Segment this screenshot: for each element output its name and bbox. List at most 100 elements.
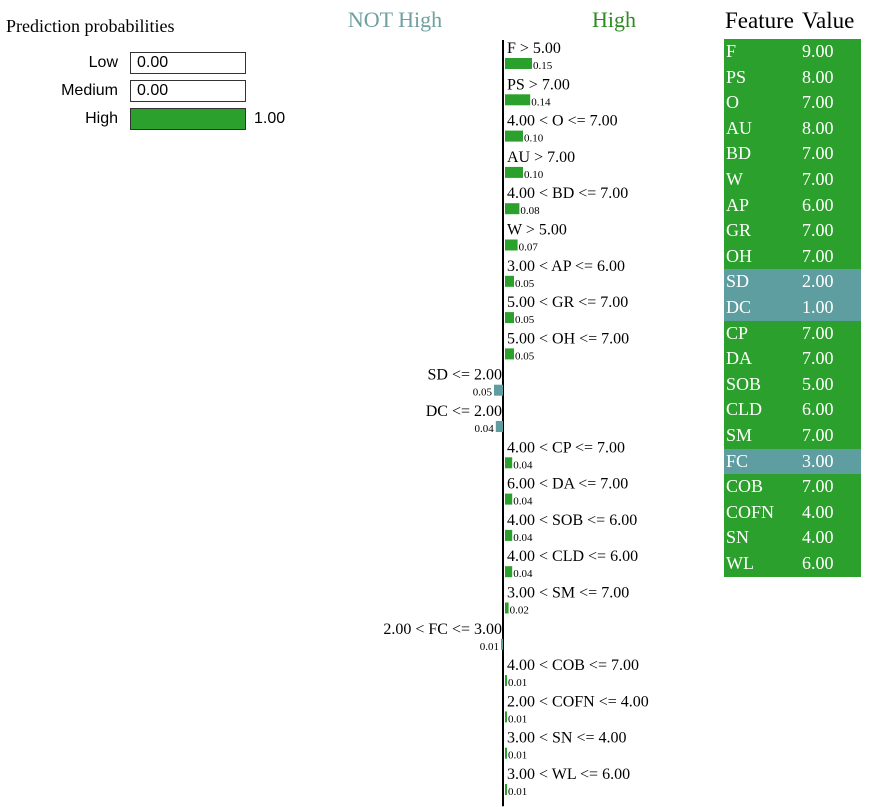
feature-bar-group: 4.00 < COB <= 7.00 0.01 xyxy=(505,657,639,689)
feature-bar-group: 5.00 < OH <= 7.00 0.05 xyxy=(505,330,629,362)
probability-label: High xyxy=(85,110,118,127)
feature-bar-group: SD <= 2.00 0.05 xyxy=(428,367,503,399)
feature-value-cell: 5.00 xyxy=(802,373,834,394)
feature-condition-label: 3.00 < SM <= 7.00 xyxy=(507,585,629,602)
feature-bar-group: W > 5.00 0.07 xyxy=(505,222,567,254)
feature-table-row: O 7.00 xyxy=(724,90,861,116)
feature-weight-value: 0.08 xyxy=(520,205,540,217)
positive-class-header: High xyxy=(592,7,636,32)
feature-weight-bar xyxy=(505,457,513,469)
feature-weight-bar xyxy=(505,130,523,142)
feature-table-row: WL 6.00 xyxy=(724,551,861,577)
feature-bar-group: 3.00 < WL <= 6.00 0.01 xyxy=(505,766,630,798)
feature-name-cell: CLD xyxy=(726,399,762,420)
feature-weight-bar xyxy=(505,602,509,614)
feature-table-row: CLD 6.00 xyxy=(724,397,861,423)
feature-condition-label: AU > 7.00 xyxy=(507,149,575,166)
probability-value: 0.00 xyxy=(137,54,169,71)
feature-condition-label: 3.00 < SN <= 4.00 xyxy=(507,730,627,747)
feature-bar-group: 4.00 < O <= 7.00 0.10 xyxy=(505,113,618,145)
feature-table-row: SD 2.00 xyxy=(724,269,861,295)
feature-bar-group: PS > 7.00 0.14 xyxy=(505,76,570,108)
feature-name-cell: SM xyxy=(726,425,753,445)
feature-condition-label: 5.00 < OH <= 7.00 xyxy=(507,330,629,347)
feature-table-row: AU 8.00 xyxy=(724,115,861,142)
feature-value-cell: 7.00 xyxy=(802,143,834,164)
feature-condition-label: 3.00 < AP <= 6.00 xyxy=(507,258,625,275)
feature-table-row: FC 3.00 xyxy=(724,448,861,475)
feature-bar-group: 3.00 < AP <= 6.00 0.05 xyxy=(505,258,625,290)
probability-row-high: High 1.00 xyxy=(0,108,300,130)
probability-row-low: Low 0.00 xyxy=(0,52,300,74)
feature-weight-bar xyxy=(501,638,503,650)
feature-weight-value: 0.05 xyxy=(515,350,535,362)
feature-value-cell: 7.00 xyxy=(802,245,834,266)
feature-condition-label: 4.00 < BD <= 7.00 xyxy=(507,185,628,202)
feature-value-cell: 4.00 xyxy=(802,501,834,522)
feature-condition-label: F > 5.00 xyxy=(507,40,561,57)
feature-value-cell: 7.00 xyxy=(802,476,834,497)
feature-bar-group: 4.00 < SOB <= 6.00 0.04 xyxy=(505,512,637,544)
feature-weight-bar xyxy=(505,566,513,578)
feature-table-row: COB 7.00 xyxy=(724,474,861,500)
feature-table-row: SN 4.00 xyxy=(724,525,861,551)
feature-table-row: CP 7.00 xyxy=(724,320,861,347)
feature-condition-label: 2.00 < COFN <= 4.00 xyxy=(507,693,649,710)
feature-condition-label: 6.00 < DA <= 7.00 xyxy=(507,476,628,493)
feature-weight-bar xyxy=(505,275,514,287)
feature-weight-value: 0.01 xyxy=(508,677,527,689)
feature-weight-value: 0.01 xyxy=(480,641,499,653)
feature-table-row: OH 7.00 xyxy=(724,243,861,270)
feature-condition-label: DC <= 2.00 xyxy=(426,403,502,420)
feature-weight-bar xyxy=(505,203,520,215)
feature-weight-value: 0.01 xyxy=(508,713,527,725)
feature-name-cell: FC xyxy=(726,450,749,471)
feature-weight-value: 0.05 xyxy=(515,314,535,326)
feature-name-cell: SN xyxy=(726,527,750,548)
feature-weight-bar xyxy=(494,384,503,396)
feature-weight-bar xyxy=(505,312,514,324)
feature-bar-group: 2.00 < FC <= 3.00 0.01 xyxy=(383,621,503,653)
feature-value-cell: 7.00 xyxy=(802,348,834,369)
feature-bar-group: 2.00 < COFN <= 4.00 0.01 xyxy=(505,693,649,725)
feature-condition-label: 4.00 < CLD <= 6.00 xyxy=(507,548,638,565)
feature-bar-group: 3.00 < SN <= 4.00 0.01 xyxy=(505,730,627,762)
feature-name-cell: BD xyxy=(726,143,752,164)
feature-condition-label: PS > 7.00 xyxy=(507,76,570,93)
feature-name-cell: DC xyxy=(726,297,752,317)
feature-bar-group: 4.00 < BD <= 7.00 0.08 xyxy=(505,185,628,217)
feature-condition-label: SD <= 2.00 xyxy=(428,367,503,384)
feature-weight-value: 0.07 xyxy=(519,242,539,254)
feature-weight-value: 0.10 xyxy=(524,133,544,145)
feature-name-cell: CP xyxy=(726,322,749,343)
feature-weight-value: 0.04 xyxy=(475,423,495,435)
feature-name-cell: W xyxy=(726,169,743,189)
feature-bar-group: F > 5.00 0.15 xyxy=(505,40,561,72)
prediction-probabilities-title: Prediction probabilities xyxy=(6,16,175,36)
feature-weight-value: 0.15 xyxy=(533,60,553,72)
feature-condition-label: 5.00 < GR <= 7.00 xyxy=(507,294,628,311)
feature-value-cell: 7.00 xyxy=(802,92,834,113)
feature-condition-label: 4.00 < COB <= 7.00 xyxy=(507,657,639,674)
feature-condition-label: 4.00 < O <= 7.00 xyxy=(507,113,618,130)
feature-value-cell: 3.00 xyxy=(802,450,834,471)
value-column-header: Value xyxy=(802,8,855,33)
feature-condition-label: 4.00 < SOB <= 6.00 xyxy=(507,512,637,529)
feature-condition-label: W > 5.00 xyxy=(507,222,567,239)
feature-weight-value: 0.05 xyxy=(473,387,493,399)
feature-weight-bar xyxy=(505,239,518,251)
feature-table-row: SM 7.00 xyxy=(724,423,861,449)
feature-weight-value: 0.01 xyxy=(508,750,527,762)
feature-name-cell: F xyxy=(726,41,737,61)
feature-name-cell: AU xyxy=(726,117,752,138)
feature-name-cell: O xyxy=(726,92,739,113)
feature-weight-bar xyxy=(505,529,513,541)
probability-row-medium: Medium 0.00 xyxy=(0,80,300,102)
feature-value-cell: 1.00 xyxy=(802,297,834,317)
probability-label: Medium xyxy=(61,82,118,99)
feature-weight-bar xyxy=(505,747,507,759)
probability-bar-fill xyxy=(131,109,245,129)
feature-value-cell: 7.00 xyxy=(802,425,834,445)
feature-weight-bar xyxy=(505,94,531,106)
